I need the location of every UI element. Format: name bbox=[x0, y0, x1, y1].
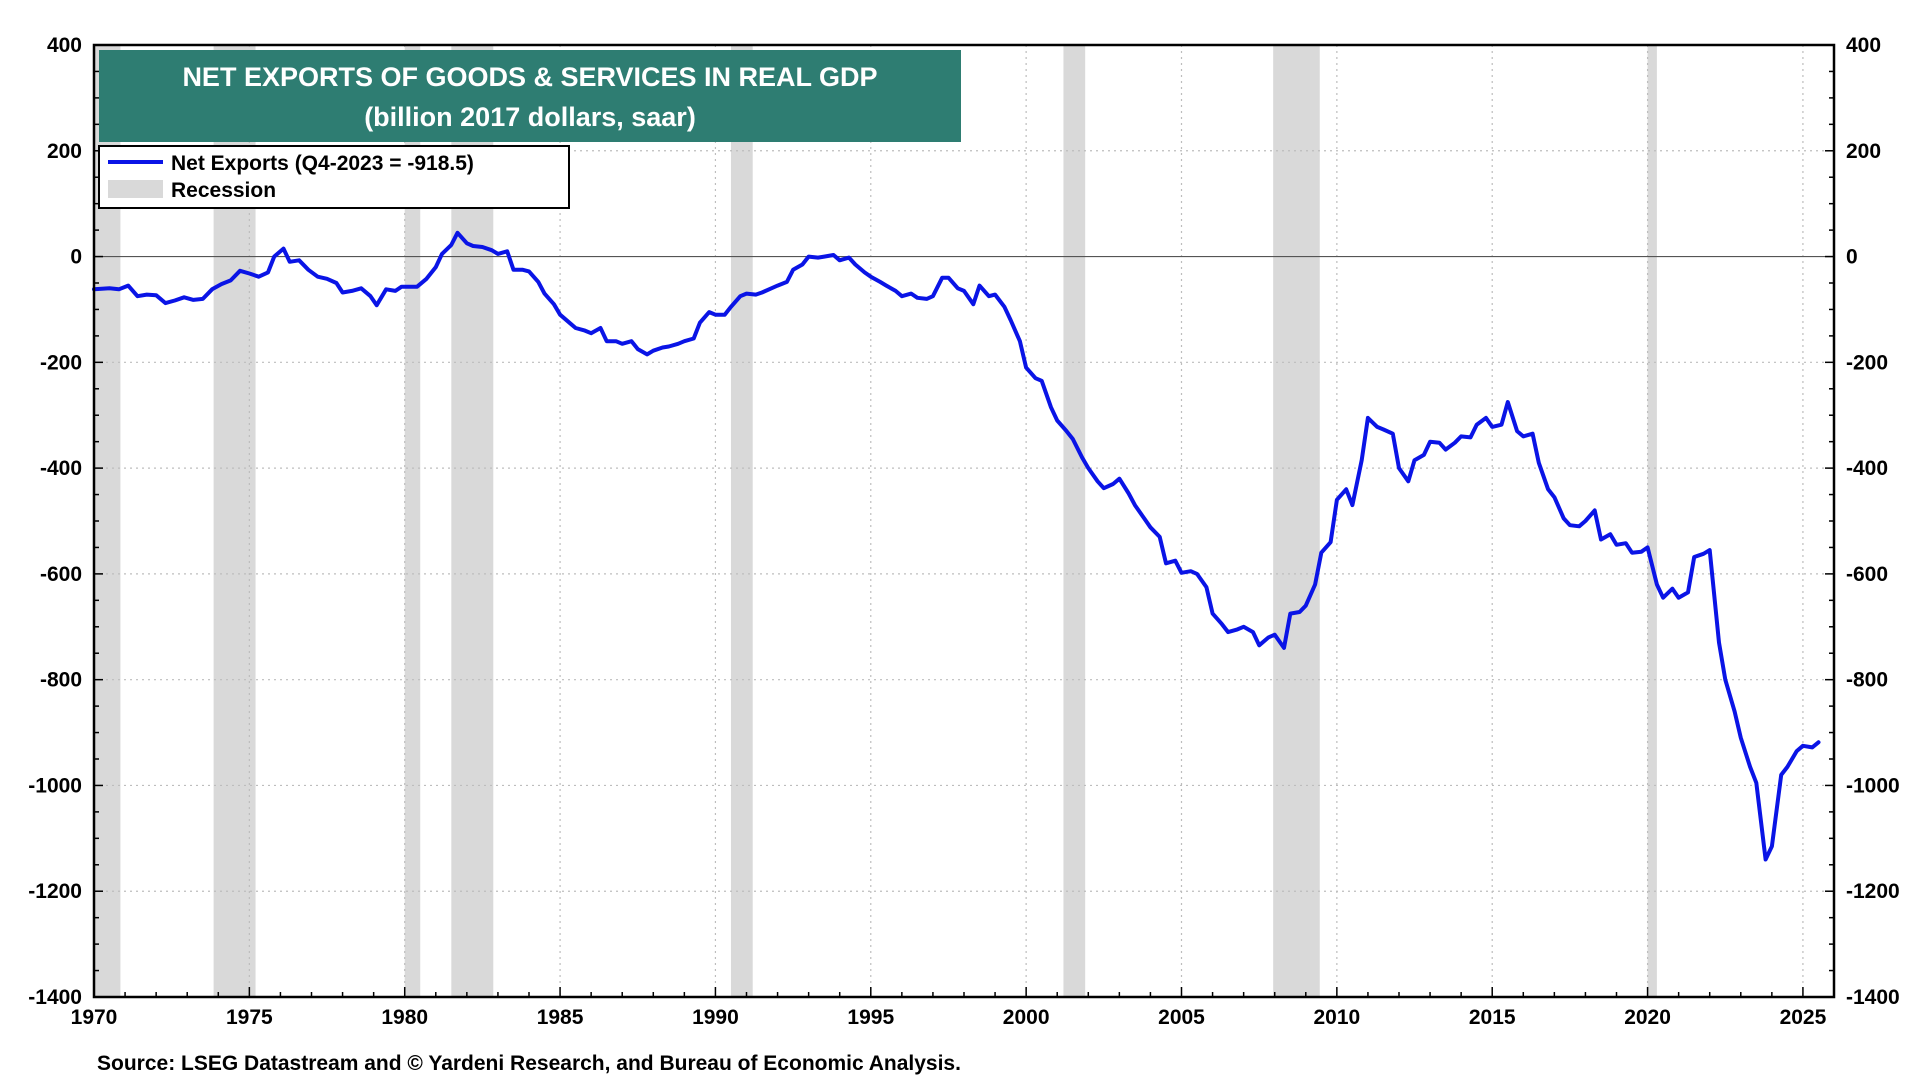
y-right-label--800: -800 bbox=[1846, 669, 1888, 692]
x-label-2015: 2015 bbox=[1469, 1006, 1516, 1029]
chart-title: NET EXPORTS OF GOODS & SERVICES IN REAL … bbox=[182, 62, 877, 92]
x-label-1975: 1975 bbox=[226, 1006, 273, 1029]
x-label-1990: 1990 bbox=[692, 1006, 739, 1029]
series-layer bbox=[92, 230, 1821, 862]
x-label-1980: 1980 bbox=[381, 1006, 428, 1029]
legend-recession-label: Recession bbox=[171, 179, 276, 202]
x-label-1985: 1985 bbox=[537, 1006, 584, 1029]
chart-subtitle: (billion 2017 dollars, saar) bbox=[364, 102, 696, 132]
legend-series-label: Net Exports (Q4-2023 = -918.5) bbox=[171, 152, 474, 175]
y-right-label--1400: -1400 bbox=[1846, 986, 1900, 1009]
recession-band-6 bbox=[1273, 45, 1320, 997]
source-note: Source: LSEG Datastream and © Yardeni Re… bbox=[97, 1052, 961, 1075]
x-label-1970: 1970 bbox=[71, 1006, 118, 1029]
y-right-label--1000: -1000 bbox=[1846, 774, 1900, 797]
y-right-label-0: 0 bbox=[1846, 246, 1858, 269]
legend-recession-swatch bbox=[108, 180, 163, 198]
y-right-label--200: -200 bbox=[1846, 351, 1888, 374]
legend-box bbox=[98, 145, 570, 209]
y-left-label--800: -800 bbox=[40, 669, 82, 692]
y-left-label-200: 200 bbox=[47, 140, 82, 163]
x-label-2000: 2000 bbox=[1003, 1006, 1050, 1029]
x-label-2025: 2025 bbox=[1780, 1006, 1827, 1029]
legend: Net Exports (Q4-2023 = -918.5) Recession bbox=[98, 145, 570, 209]
y-left-label--1000: -1000 bbox=[28, 774, 82, 797]
y-right-label--400: -400 bbox=[1846, 457, 1888, 480]
recession-band-4 bbox=[730, 45, 753, 997]
recession-band-2 bbox=[404, 45, 421, 997]
title-box: NET EXPORTS OF GOODS & SERVICES IN REAL … bbox=[99, 50, 961, 142]
y-left-label--400: -400 bbox=[40, 457, 82, 480]
x-label-2010: 2010 bbox=[1313, 1006, 1360, 1029]
y-right-label-200: 200 bbox=[1846, 140, 1881, 163]
x-label-1995: 1995 bbox=[847, 1006, 894, 1029]
y-right-label-400: 400 bbox=[1846, 34, 1881, 57]
recession-band-5 bbox=[1063, 45, 1086, 997]
y-left-label-0: 0 bbox=[70, 246, 82, 269]
title-background bbox=[99, 50, 961, 142]
series-line-net-exports bbox=[92, 230, 1821, 862]
y-left-label--1200: -1200 bbox=[28, 880, 82, 903]
x-label-2020: 2020 bbox=[1624, 1006, 1671, 1029]
y-left-label--1400: -1400 bbox=[28, 986, 82, 1009]
recession-band-7 bbox=[1647, 45, 1657, 997]
y-left-label--200: -200 bbox=[40, 351, 82, 374]
y-right-label--1200: -1200 bbox=[1846, 880, 1900, 903]
y-right-label--600: -600 bbox=[1846, 563, 1888, 586]
y-left-label-400: 400 bbox=[47, 34, 82, 57]
y-left-label--600: -600 bbox=[40, 563, 82, 586]
x-label-2005: 2005 bbox=[1158, 1006, 1205, 1029]
